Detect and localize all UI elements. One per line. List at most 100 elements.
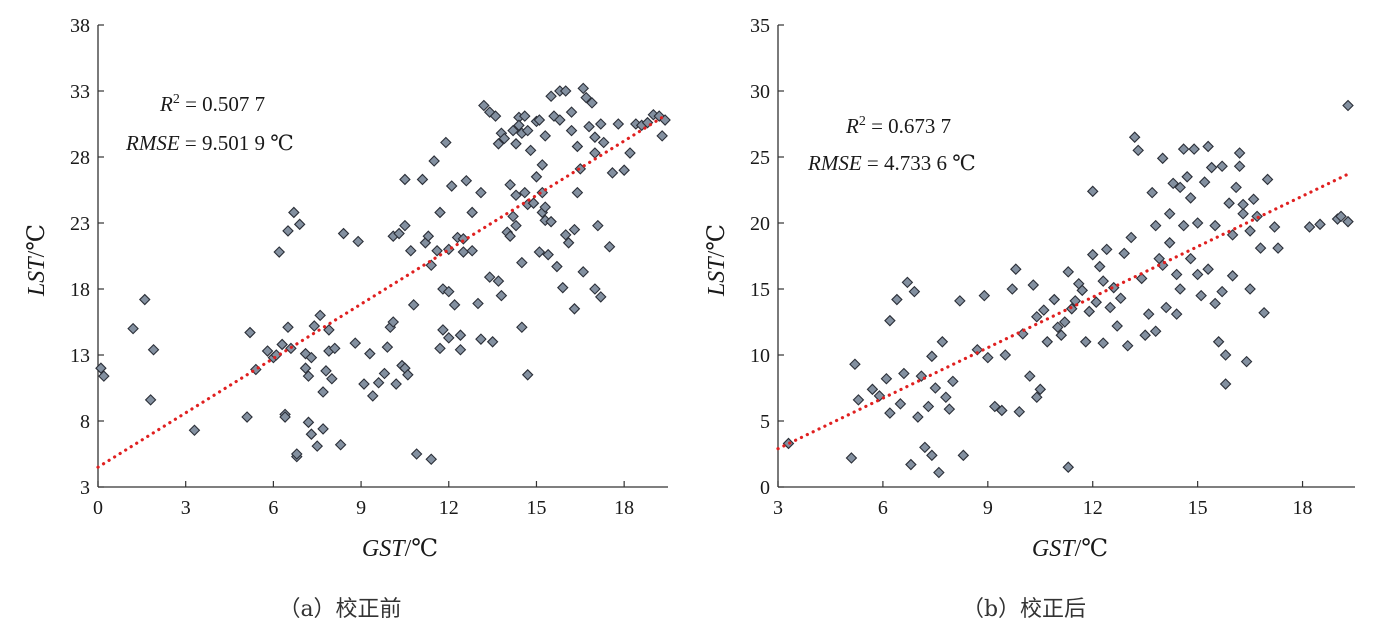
panel-b-data-point	[1149, 325, 1162, 338]
panel-b-annotation-r2: R2 = 0.673 7	[845, 114, 951, 138]
panel-b-data-point	[849, 358, 861, 371]
panel-a-data-point	[147, 343, 160, 356]
panel-a-data-point	[565, 124, 578, 137]
panel-b-data-point	[940, 391, 952, 404]
panel-a-data-point	[507, 124, 519, 137]
panel-a-data-point	[305, 351, 318, 364]
panel-b-data-point	[1244, 283, 1256, 295]
panel-b-y-tick-label: 0	[760, 477, 770, 499]
panel-b-x-tick-label: 15	[1188, 497, 1208, 519]
panel-b-y-tick-label: 5	[760, 411, 770, 433]
panel-b-y-tick-label: 20	[750, 213, 770, 235]
panel-b-data-point	[1055, 329, 1068, 341]
panel-b-data-point	[1170, 308, 1183, 320]
panel-b-data-point	[866, 383, 879, 396]
panel-b-data-point	[982, 351, 994, 364]
panel-a-data-point	[428, 155, 440, 167]
panel-b-data-point	[1188, 143, 1200, 155]
panel-a-data-point	[422, 230, 435, 242]
panel-b-data-point	[1184, 192, 1197, 204]
panel-a-data-point	[516, 321, 528, 334]
panel-a-data-point	[95, 362, 107, 374]
panel-b-data-point	[1027, 279, 1040, 291]
panel-b-data-point	[1118, 247, 1130, 260]
panel-a-data-point	[364, 347, 376, 360]
panel-a-data-point	[478, 99, 490, 112]
panel-b-data-point	[1191, 268, 1204, 281]
panel-a-data-point	[454, 329, 467, 341]
panel-a-data-point	[589, 131, 601, 143]
panel-a-y-tick-label: 18	[70, 279, 90, 301]
panel-a-data-point	[305, 428, 318, 440]
panel-b-data-point	[1083, 305, 1096, 318]
panel-b-rmse-text: RMSE = 4.733 6 ℃	[807, 151, 976, 175]
panel-b-data-point	[919, 441, 931, 454]
panel-b-data-point	[922, 400, 935, 413]
panel-b-y-tick-label: 15	[750, 279, 770, 301]
panel-b-data-point	[996, 404, 1008, 417]
panel-b-data-point	[1198, 176, 1211, 188]
panel-a-x-tick-label: 6	[268, 497, 278, 519]
panel-a-data-point	[495, 289, 508, 302]
panel-a-data-point	[594, 118, 607, 130]
panel-b-data-point	[957, 449, 970, 462]
panel-b-data-point	[1240, 355, 1253, 368]
panel-b-data-point	[1219, 378, 1232, 390]
panel-b-data-point	[1013, 405, 1026, 418]
panel-a-data-point	[437, 324, 449, 336]
panel-b-data-point	[1079, 336, 1092, 348]
panel-b-data-point	[1174, 283, 1186, 295]
panel-a-data-point	[454, 343, 467, 356]
panel-a-data-point	[328, 342, 341, 355]
panel-b-data-point	[978, 289, 991, 302]
panel-a-data-point	[516, 256, 528, 269]
panel-a-x-tick-label: 3	[181, 497, 191, 519]
panel-a-data-point	[510, 219, 522, 232]
panel-b-data-point	[1268, 221, 1281, 233]
panel-a-data-point	[404, 244, 417, 257]
panel-a-rmse-text: RMSE = 9.501 9 ℃	[125, 131, 294, 155]
panel-a-data-point	[250, 363, 262, 376]
panel-b-data-point	[1244, 225, 1256, 237]
panel-a-data-point	[530, 171, 543, 183]
panel-b-data-point	[1076, 284, 1089, 297]
panel-a-x-tick-label: 18	[614, 497, 634, 519]
panel-b-data-point	[880, 372, 893, 385]
panel-a-data-point	[542, 248, 554, 261]
panel-a-data-point	[565, 106, 578, 118]
panel-a-data-point	[492, 275, 505, 287]
panel-b-annotation-rmse: RMSE = 4.733 6 ℃	[807, 151, 976, 175]
panel-b-data-point	[1024, 370, 1036, 382]
panel-a-data-point	[431, 244, 443, 257]
panel-b-data-point	[1114, 292, 1127, 305]
panel-b-data-point	[1149, 219, 1162, 232]
panel-b-data-point	[1163, 207, 1176, 220]
panel-a-x-axis-title: GST/℃	[362, 536, 438, 562]
panel-b-data-point	[1097, 337, 1109, 349]
panel-b-data-point	[1058, 316, 1071, 328]
panel-b-data-point	[1177, 219, 1190, 232]
panel-a-data-point	[612, 118, 625, 130]
panel-a-data-point	[513, 119, 525, 132]
panel-a-data-point	[334, 438, 347, 451]
panel-b-data-point	[1086, 185, 1099, 198]
panel-a-data-point	[390, 378, 402, 390]
panel-a-annotation-rmse: RMSE = 9.501 9 ℃	[125, 131, 294, 155]
panel-b-y-tick-label: 25	[750, 147, 770, 169]
panel-b-data-point	[891, 293, 903, 306]
panel-b-data-point	[1230, 181, 1242, 194]
panel-b-data-point	[1237, 198, 1249, 211]
panel-a-data-point	[416, 173, 429, 186]
panel-a-data-point	[144, 394, 157, 406]
panel-b-data-point	[1258, 306, 1270, 319]
panel-a-data-point	[568, 303, 581, 315]
panel-a-x-tick-label: 0	[93, 497, 103, 519]
panel-a-data-point	[378, 367, 391, 380]
panel-b-data-point	[929, 382, 942, 394]
panel-a-data-point	[273, 246, 286, 258]
panel-a-data-point	[551, 260, 563, 273]
panel-a-y-tick-label: 33	[70, 81, 90, 103]
panel-a-data-point	[98, 370, 110, 382]
